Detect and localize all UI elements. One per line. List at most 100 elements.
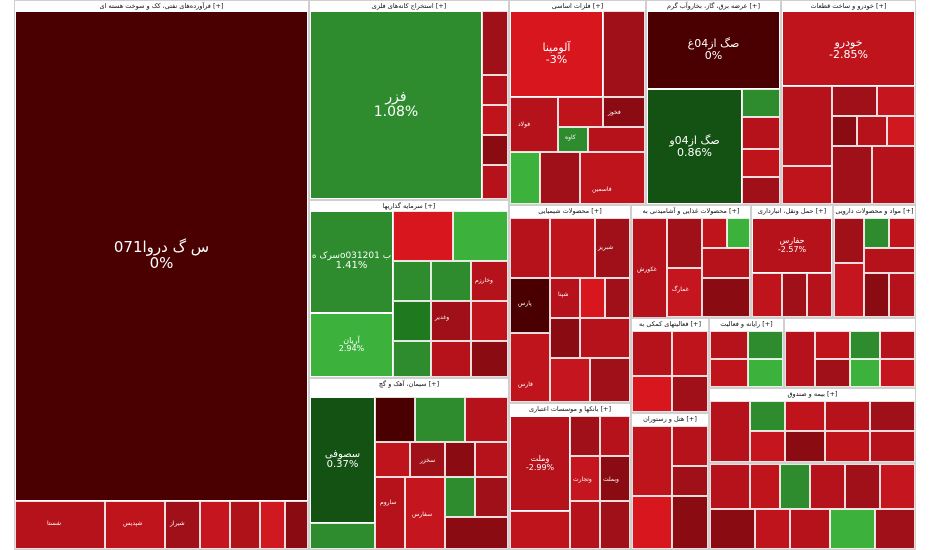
stock-cell[interactable] [595,218,630,278]
stock-tile-sofi[interactable]: سصوفی 0.37% [310,397,375,523]
stock-cell[interactable] [880,331,915,359]
stock-cell[interactable] [825,431,870,462]
stock-cell[interactable] [815,359,850,387]
stock-cell[interactable] [260,501,285,549]
stock-cell[interactable] [471,341,508,377]
stock-cell[interactable] [445,517,508,549]
sector-hotels[interactable]: هتل و رستوران [+] [631,413,709,550]
stock-cell[interactable] [550,218,595,278]
stock-cell[interactable] [672,496,708,549]
stock-cell[interactable] [782,86,832,166]
stock-cell[interactable] [752,273,782,317]
stock-cell[interactable] [672,376,708,412]
sector-banks[interactable]: بانکها و موسسات اعتباری [+] وملت -2.99% … [509,403,631,550]
stock-cell[interactable] [782,273,807,317]
stock-cell[interactable] [393,261,431,301]
stock-cell[interactable] [482,75,508,105]
stock-cell[interactable] [807,273,832,317]
stock-cell[interactable] [603,97,645,127]
stock-cell[interactable] [889,273,915,317]
stock-cell[interactable] [834,263,864,317]
stock-cell[interactable] [431,261,471,301]
stock-cell[interactable] [742,177,780,204]
stock-tile-khodro[interactable]: خودرو -2.85% [782,11,915,86]
stock-cell[interactable] [672,331,708,376]
stock-cell[interactable] [475,477,508,517]
stock-cell[interactable] [510,218,550,278]
stock-cell[interactable] [570,416,600,456]
stock-cell[interactable] [782,166,832,204]
stock-cell[interactable] [780,464,810,509]
stock-cell[interactable] [880,464,915,509]
stock-cell[interactable] [810,464,845,509]
stock-cell[interactable] [889,218,915,248]
stock-cell[interactable] [588,127,645,152]
stock-cell[interactable] [105,501,165,549]
stock-cell[interactable] [748,359,783,387]
stock-tile-fazar[interactable]: فزر 1.08% [310,11,482,199]
stock-cell[interactable] [475,442,508,477]
stock-cell[interactable] [870,401,915,431]
stock-tile-hafars[interactable]: حفارس -2.57% [752,218,832,273]
stock-cell[interactable] [558,97,603,127]
stock-cell[interactable] [832,146,872,204]
stock-cell[interactable] [672,426,708,466]
stock-cell[interactable] [230,501,260,549]
stock-cell[interactable] [580,318,630,358]
sector-chemicals[interactable]: محصولات شیمیایی [+] پارس شپنا فارس شبریز [509,205,631,403]
stock-cell[interactable] [755,509,790,549]
stock-cell[interactable] [632,376,672,412]
stock-cell[interactable] [603,11,645,97]
stock-cell[interactable] [702,248,750,278]
stock-cell[interactable] [580,152,645,204]
sector-basic-metals[interactable]: فلزات اساسی [+] آلومینا -3% فولاد کاوه ف… [509,0,646,205]
stock-cell[interactable] [375,397,415,442]
stock-cell[interactable] [864,273,889,317]
stock-cell[interactable] [482,105,508,135]
stock-cell[interactable] [558,127,588,152]
stock-cell[interactable] [742,89,780,117]
stock-cell[interactable] [375,477,405,549]
stock-cell[interactable] [393,341,431,377]
sector-misc-right[interactable] [784,318,916,388]
stock-cell[interactable] [672,466,708,496]
stock-cell[interactable] [832,116,857,146]
stock-cell[interactable] [710,464,750,509]
stock-cell[interactable] [632,218,667,317]
stock-cell[interactable] [482,11,508,75]
sector-electricity[interactable]: عرضه برق، گاز، بخاروآب گرم [+] صگ از04غ … [646,0,781,205]
stock-cell[interactable] [415,397,465,442]
stock-cell[interactable] [550,358,590,402]
stock-cell[interactable] [748,331,783,359]
stock-cell[interactable] [375,442,410,477]
stock-cell[interactable] [785,431,825,462]
stock-cell[interactable] [445,477,475,517]
stock-cell[interactable] [877,86,915,116]
stock-cell[interactable] [471,301,508,341]
stock-cell[interactable] [510,278,550,333]
stock-cell[interactable] [710,359,748,387]
stock-tile-sarmaye[interactable]: سرک هo0312ب 01 1.41% [310,211,393,313]
stock-cell[interactable] [482,135,508,165]
stock-tile-aria[interactable]: آریان 2.94% [310,313,393,377]
sector-support[interactable]: فعالیتهای کمکی به [+] [631,318,709,413]
stock-cell[interactable] [870,431,915,462]
sector-metal-ores[interactable]: استخراج کانه‌های فلزی [+] فزر 1.08% [309,0,509,200]
stock-cell[interactable] [605,278,630,318]
stock-cell[interactable] [632,331,672,376]
stock-cell[interactable] [632,496,672,549]
stock-cell[interactable] [200,501,230,549]
stock-cell[interactable] [15,501,105,549]
stock-cell[interactable] [872,146,915,204]
stock-cell[interactable] [510,333,550,402]
stock-tile-barg1[interactable]: صگ از04غ 0% [647,11,780,89]
stock-cell[interactable] [864,248,915,273]
sector-insurance[interactable]: بیمه و صندوق [+] [709,388,916,463]
stock-cell[interactable] [667,218,702,268]
stock-cell[interactable] [570,501,600,549]
sector-pharma[interactable]: مواد و محصولات دارویی [+] [833,205,916,318]
stock-cell[interactable] [850,331,880,359]
stock-cell[interactable] [825,401,870,431]
stock-cell[interactable] [482,165,508,199]
stock-cell[interactable] [632,426,672,496]
